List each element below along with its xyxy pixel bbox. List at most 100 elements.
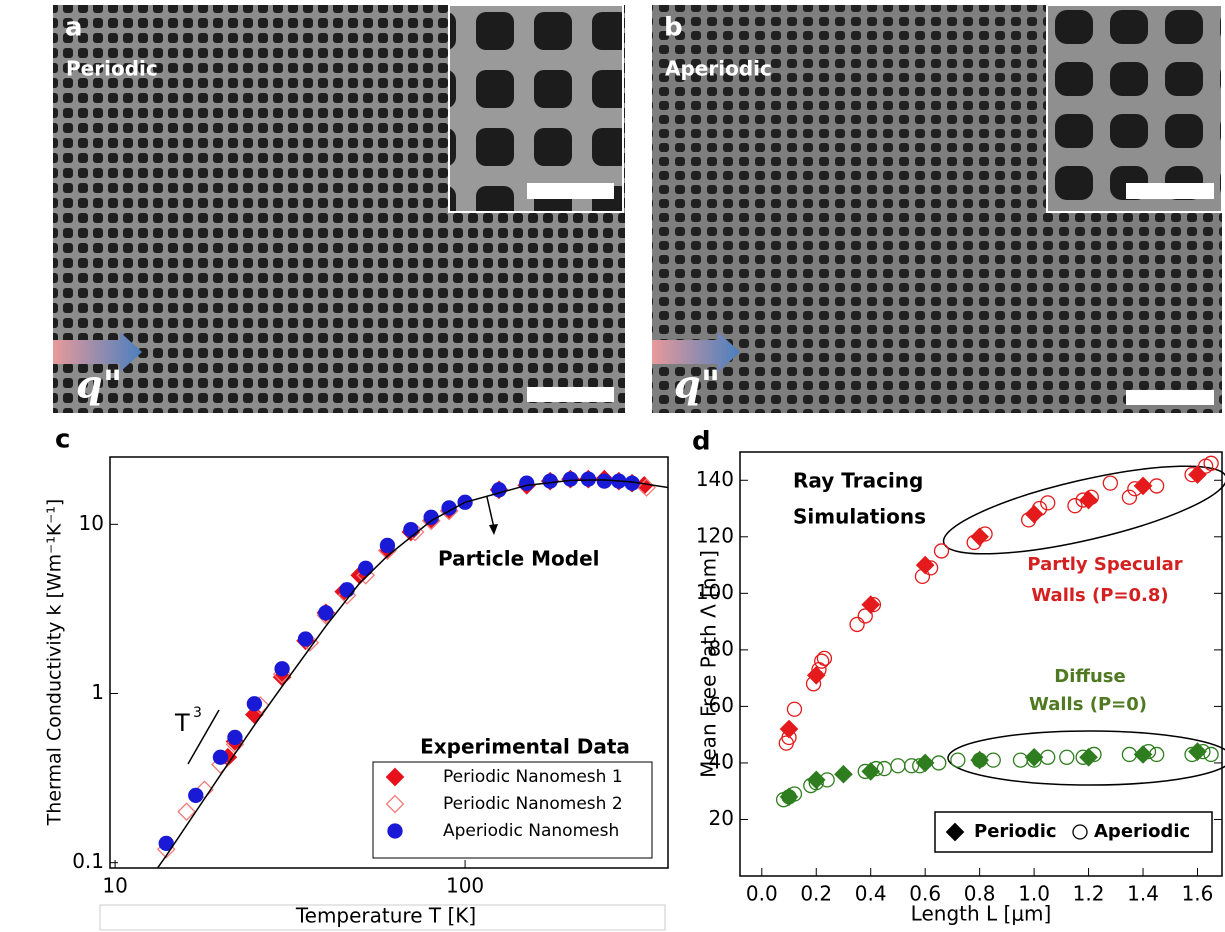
- y-tick-label: 80: [709, 636, 734, 660]
- annotation: Walls (P=0.8): [1031, 585, 1168, 606]
- marker: [817, 651, 831, 665]
- marker: [815, 654, 829, 668]
- annotation-arrow: [487, 497, 494, 528]
- y-tick-label: 20: [709, 806, 734, 830]
- inset: [449, 5, 623, 212]
- x-tick-label: 0.8: [964, 882, 996, 906]
- marker: [388, 824, 402, 838]
- annotation: Ray Tracing: [793, 469, 923, 493]
- legend-label: Periodic Nanomesh 1: [443, 767, 623, 787]
- marker: [781, 788, 798, 805]
- marker: [1080, 492, 1097, 509]
- marker: [905, 759, 919, 773]
- annotation: Particle Model: [438, 547, 600, 571]
- annotation: Walls (P=0): [1029, 694, 1147, 715]
- y-axis-title: Thermal Conductivity k [Wm⁻¹K⁻¹]: [44, 499, 66, 827]
- marker: [850, 617, 864, 631]
- marker: [935, 544, 949, 558]
- marker: [1204, 747, 1218, 761]
- marker: [275, 662, 289, 676]
- y-tick-label: 0.1: [72, 849, 104, 873]
- scale-bar: [1126, 183, 1214, 199]
- legend-label: Aperiodic: [1094, 821, 1190, 842]
- y-tick-label: 100: [696, 580, 734, 604]
- y-tick-label: 40: [709, 749, 734, 773]
- annotation: T: [174, 709, 190, 737]
- x-tick-label: 10: [102, 874, 127, 898]
- marker: [247, 697, 261, 711]
- marker: [597, 474, 611, 488]
- marker: [563, 472, 577, 486]
- marker: [543, 474, 557, 488]
- marker: [787, 702, 801, 716]
- panel-label: c: [55, 425, 70, 455]
- marker: [779, 736, 793, 750]
- x-tick-label: 1.2: [1073, 882, 1105, 906]
- marker: [340, 583, 354, 597]
- marker: [380, 538, 394, 552]
- marker: [319, 606, 333, 620]
- marker: [877, 762, 891, 776]
- marker: [213, 750, 227, 764]
- sem-image: b Aperiodic q": [652, 5, 1222, 413]
- x-tick-label: 0.2: [800, 882, 832, 906]
- x-tick-label: 1.6: [1182, 882, 1214, 906]
- marker: [228, 730, 242, 744]
- y-tick-label: 60: [709, 693, 734, 717]
- legend-title: Experimental Data: [420, 735, 630, 759]
- x-tick-label: 0.6: [909, 882, 941, 906]
- annotation: Simulations: [793, 505, 926, 529]
- marker: [1135, 746, 1152, 763]
- panel-label: d: [692, 427, 711, 457]
- legend-label: Periodic: [974, 821, 1057, 842]
- sem-image: a Periodic q": [53, 5, 625, 413]
- marker: [581, 472, 595, 486]
- marker: [1060, 750, 1074, 764]
- marker: [189, 788, 203, 802]
- marker: [891, 759, 905, 773]
- marker: [971, 752, 988, 769]
- marker: [862, 763, 879, 780]
- marker: [917, 557, 934, 574]
- marker: [299, 632, 313, 646]
- figure: a Periodic q" b Aperiodic q" c Temperatu…: [0, 0, 1225, 932]
- marker: [1135, 478, 1152, 495]
- marker: [404, 523, 418, 537]
- marker: [1026, 506, 1043, 523]
- annotation: Diffuse: [1054, 666, 1125, 687]
- marker: [835, 766, 852, 783]
- marker: [917, 755, 934, 772]
- x-tick-label: 1.4: [1127, 882, 1159, 906]
- image-title: Aperiodic: [665, 57, 772, 81]
- legend-label: Aperiodic Nanomesh: [443, 821, 619, 841]
- scale-bar: [527, 387, 614, 402]
- flux-label: q": [76, 362, 122, 407]
- marker: [1103, 476, 1117, 490]
- arrowhead: [489, 524, 498, 535]
- x-tick-label: 1.0: [1018, 882, 1050, 906]
- inset: [1047, 5, 1222, 212]
- annotation: Partly Specular: [1027, 554, 1182, 575]
- marker: [1080, 749, 1097, 766]
- y-tick-label: 1: [91, 680, 104, 704]
- image-title: Periodic: [66, 57, 158, 81]
- marker: [951, 753, 965, 767]
- x-tick-label: 100: [446, 874, 484, 898]
- marker: [971, 528, 988, 545]
- marker: [1189, 466, 1206, 483]
- y-tick-label: 140: [696, 467, 734, 491]
- annotation-superscript: 3: [193, 705, 202, 721]
- panel-label: b: [664, 13, 683, 43]
- y-tick-label: 120: [696, 523, 734, 547]
- x-axis-title: Temperature T [K]: [295, 904, 476, 928]
- marker: [1189, 743, 1206, 760]
- scale-bar: [1126, 390, 1214, 405]
- marker: [1013, 753, 1027, 767]
- panel-label: a: [65, 13, 83, 43]
- x-tick-label: 0.0: [746, 882, 778, 906]
- x-tick-label: 0.4: [855, 882, 887, 906]
- legend-label: Periodic Nanomesh 2: [443, 794, 623, 814]
- y-tick-label: 10: [79, 511, 104, 535]
- scale-bar: [527, 183, 614, 199]
- flux-label: q": [674, 362, 720, 407]
